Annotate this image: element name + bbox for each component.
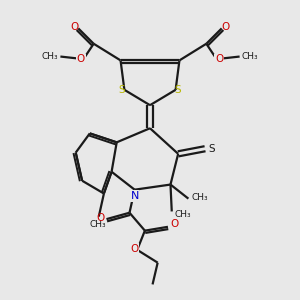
Text: S: S xyxy=(175,85,181,95)
Text: O: O xyxy=(70,22,79,32)
Text: O: O xyxy=(215,54,223,64)
Text: S: S xyxy=(118,85,125,95)
Text: CH₃: CH₃ xyxy=(89,220,106,229)
Text: O: O xyxy=(221,22,230,32)
Text: S: S xyxy=(208,144,215,154)
Text: CH₃: CH₃ xyxy=(175,209,192,218)
Text: CH₃: CH₃ xyxy=(42,52,58,61)
Text: O: O xyxy=(130,244,139,254)
Text: O: O xyxy=(170,219,178,229)
Text: CH₃: CH₃ xyxy=(242,52,258,61)
Text: O: O xyxy=(96,213,104,223)
Text: O: O xyxy=(77,54,85,64)
Text: N: N xyxy=(130,191,139,201)
Text: CH₃: CH₃ xyxy=(192,193,208,202)
